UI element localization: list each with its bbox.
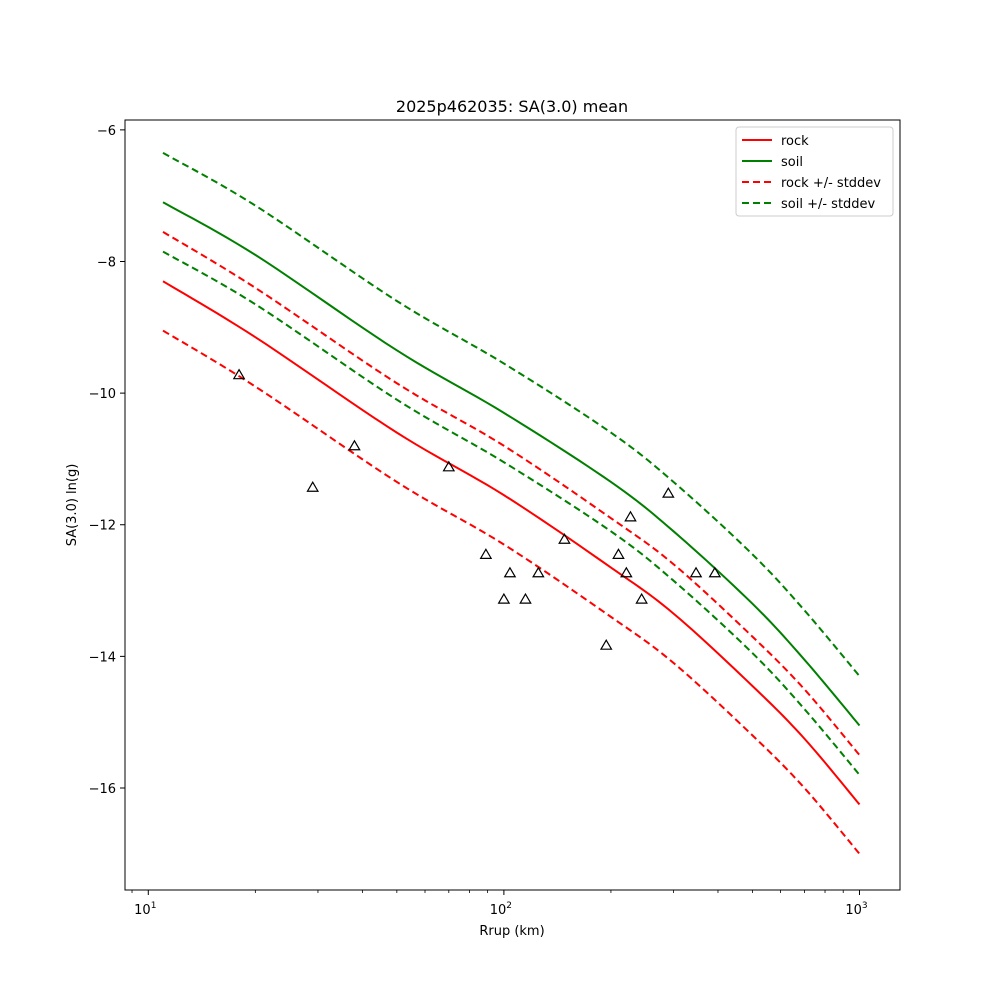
observation-point [532,566,545,578]
y-tick-label: −14 [89,650,116,665]
observation-point [662,486,675,498]
observation-point [708,566,722,578]
legend-label: soil +/- stddev [781,197,876,212]
plot-frame [124,119,901,891]
series-line-3 [162,329,861,855]
y-axis-label: SA(3.0) ln(g) [65,464,80,547]
series-line-0 [162,280,861,806]
y-tick-label: −8 [97,255,116,270]
observation-point [599,638,613,650]
x-tick-label: 102 [490,901,512,918]
y-tick-label: −16 [89,782,116,797]
observation-point [689,566,703,578]
y-tick-label: −12 [89,519,116,534]
y-tick-label: −10 [89,387,116,402]
legend: rock soil rock +/- stddev soil +/- stddev [735,126,894,217]
x-tick-label: 101 [134,901,156,918]
observation-point [519,592,532,604]
x-axis-label: Rrup (km) [479,924,544,939]
plot-area [162,152,861,855]
series-line-2 [162,231,861,756]
x-tick-label: 103 [845,901,867,918]
observation-point [497,592,511,604]
y-tick-label: −6 [97,124,116,139]
observation-point [624,510,637,522]
observation-point [306,481,320,492]
series-line-4 [162,152,861,677]
series-line-5 [162,250,861,776]
chart-title: 2025p462035: SA(3.0) mean [396,97,628,116]
legend-label: soil [781,155,803,170]
observation-point [348,439,361,451]
observation-point [503,566,517,578]
observation-point [635,592,648,604]
axes: −6 −8 −10 −12 −14 −16 101 102 103 [89,119,901,918]
observation-point [232,368,246,380]
legend-box [735,126,894,217]
observation-point [558,533,571,544]
observation-point [612,548,625,559]
observation-point [620,566,633,578]
series-line-1 [162,201,861,727]
observation-point [442,460,456,472]
legend-label: rock [781,134,809,149]
observation-point [479,548,493,559]
legend-label: rock +/- stddev [781,176,881,191]
